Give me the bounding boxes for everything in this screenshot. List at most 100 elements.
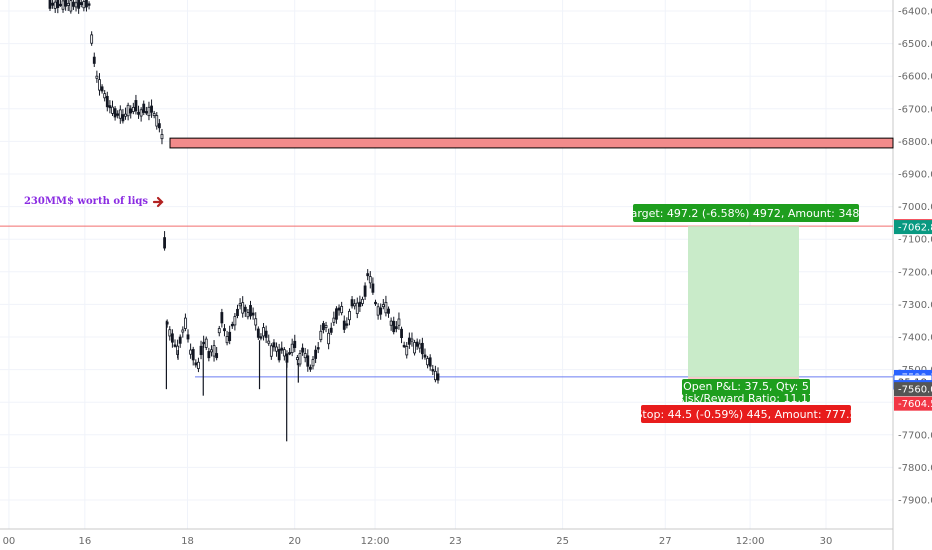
candle-body	[197, 361, 200, 369]
price-tag-bg	[894, 382, 932, 397]
x-tick-label: 16	[78, 536, 91, 547]
arrow-right-icon	[152, 196, 164, 208]
candle-body	[178, 336, 182, 344]
candle-body	[418, 343, 422, 349]
candle-body	[340, 306, 344, 314]
candle-body	[204, 338, 208, 348]
y-axis-panel[interactable]	[893, 0, 932, 550]
candle-body	[66, 2, 70, 6]
candle-body	[254, 318, 258, 326]
stop-label[interactable]: Stop: 44.5 (-0.59%) 445, Amount: 777.5	[635, 405, 857, 423]
x-tick-label: 20	[288, 536, 301, 547]
candle-body	[51, 2, 55, 6]
resistance-zone[interactable]	[169, 137, 894, 149]
candle-body	[173, 344, 177, 347]
y-tick-label: -6700.0	[898, 104, 932, 115]
candle-body	[293, 340, 297, 348]
candle-body	[436, 373, 440, 381]
price-tag: -7604.5	[894, 396, 932, 411]
candle-body	[56, 0, 60, 9]
candle-body	[361, 298, 364, 304]
candle-body	[150, 105, 153, 113]
candle-body	[144, 111, 148, 114]
candle-body	[298, 353, 302, 365]
candle-body	[322, 323, 325, 331]
candle-body	[410, 338, 414, 342]
candle-body	[139, 109, 143, 117]
price-tag-bg	[894, 396, 932, 411]
target-label[interactable]: Target: 497.2 (-6.58%) 4972, Amount: 348…	[625, 204, 867, 222]
candle-body	[228, 331, 232, 342]
candle-body	[309, 366, 312, 370]
candle-body	[355, 302, 359, 314]
candle-body	[371, 283, 375, 293]
candle-body	[105, 95, 109, 108]
y-tick-label: -7800.0	[898, 463, 932, 474]
candle-body	[163, 237, 166, 249]
candle-body	[290, 343, 294, 353]
candle-body	[374, 301, 377, 305]
candle-body	[238, 303, 242, 307]
candle-body	[223, 328, 226, 332]
candle-body	[64, 0, 68, 7]
candle-body	[142, 103, 146, 113]
y-tick-label: -6800.0	[898, 137, 932, 148]
stop-label-text: Stop: 44.5 (-0.59%) 445, Amount: 777.5	[635, 408, 856, 421]
candle-body	[207, 351, 211, 359]
candle-body	[217, 328, 221, 334]
candle-body	[269, 345, 273, 357]
candle-body	[264, 330, 268, 338]
candle-body	[246, 312, 250, 318]
candle-body	[124, 113, 127, 117]
candle-body	[59, 3, 62, 7]
candle-body	[233, 316, 237, 326]
x-tick-label: 18	[181, 536, 194, 547]
candle-body	[259, 336, 263, 339]
candle-body	[428, 357, 432, 367]
candle-body	[316, 347, 320, 350]
drawings[interactable]: 230MM$ worth of liqs	[0, 137, 894, 383]
price-series	[48, 0, 440, 442]
candle-body	[402, 344, 406, 348]
candle-body	[184, 317, 187, 329]
candle-body	[225, 336, 229, 344]
candle-body	[407, 337, 411, 345]
x-tick-label: 00	[3, 536, 16, 547]
candle-body	[212, 345, 216, 357]
candle-body	[353, 303, 357, 307]
candle-body	[82, 1, 86, 9]
candle-body	[392, 320, 396, 333]
candle-body	[303, 353, 307, 359]
target-label-bg	[633, 204, 859, 222]
y-tick-label: -7000.0	[898, 202, 932, 213]
y-tick-label: -7100.0	[898, 235, 932, 246]
candle-body	[129, 108, 133, 114]
candle-body	[332, 317, 336, 323]
candle-body	[118, 109, 122, 119]
y-tick-label: -6500.0	[898, 39, 932, 50]
target-zone[interactable]	[688, 226, 799, 377]
x-tick-label: 12:00	[361, 536, 390, 547]
candle-body	[168, 329, 172, 337]
candle-body	[288, 352, 291, 355]
candle-body	[181, 329, 185, 333]
candle-body	[345, 323, 349, 326]
candle-body	[358, 301, 362, 307]
candle-body	[220, 312, 224, 324]
candle-body	[160, 134, 164, 140]
candle-body	[389, 320, 393, 326]
candle-body	[363, 285, 367, 297]
candle-body	[420, 342, 424, 355]
x-tick-label: 25	[556, 536, 569, 547]
candle-body	[92, 56, 96, 64]
open-pnl-text: Open P&L: 37.5, Qty: 5	[683, 380, 809, 393]
candle-body	[95, 75, 99, 79]
y-tick-label: -7300.0	[898, 300, 932, 311]
x-axis-labels: 00 16 18 20 12:00 23 25 27 12:00 30	[3, 536, 833, 547]
x-tick-label: 27	[659, 536, 672, 547]
position-labels[interactable]: Target: 497.2 (-6.58%) 4972, Amount: 348…	[625, 204, 867, 423]
candle-body	[394, 326, 398, 330]
candle-body	[306, 355, 310, 367]
